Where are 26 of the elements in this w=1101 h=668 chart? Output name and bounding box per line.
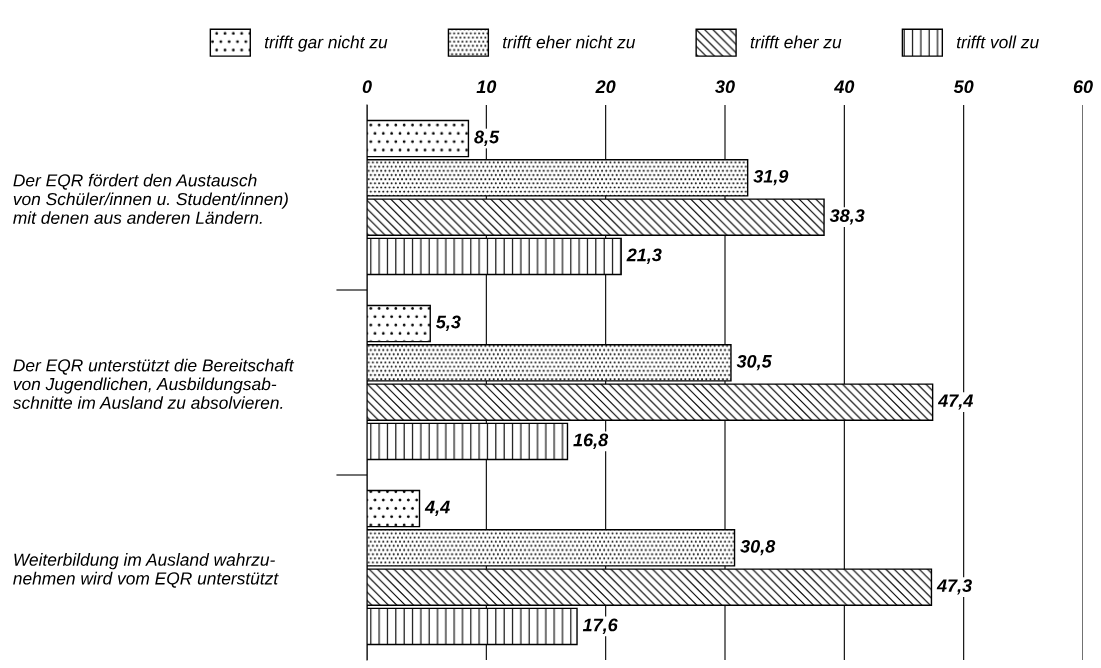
y-tick-label: Der EQR fördert den Austausch von Schüler/innen u. Student/innen) mit denen aus anderen Ländern. xyxy=(13,173,288,224)
legend-label: trifft eher zu xyxy=(750,35,842,49)
data-label: 30,5 xyxy=(736,354,772,371)
data-label: 47,4 xyxy=(937,394,974,410)
legend-label: trifft eher nicht zu xyxy=(503,35,636,49)
data-label: 38,3 xyxy=(829,209,865,225)
x-tick-label: 30 xyxy=(715,80,735,94)
data-label: 21,3 xyxy=(626,248,662,264)
x-tick-label: 40 xyxy=(833,80,855,94)
legend-label: trifft voll zu xyxy=(957,35,1039,49)
data-label: 16,8 xyxy=(573,433,609,449)
x-tick-label: 20 xyxy=(595,80,616,94)
data-label: 4,4 xyxy=(424,500,450,516)
data-label: 17,6 xyxy=(582,618,618,634)
data-label: 8,5 xyxy=(474,130,500,146)
data-label: 47,3 xyxy=(936,579,972,595)
x-tick-label: 50 xyxy=(953,80,974,94)
data-label: 30,8 xyxy=(740,539,776,556)
data-label: 31,9 xyxy=(753,169,789,186)
x-tick-label: 10 xyxy=(476,80,497,94)
data-label: 5,3 xyxy=(435,315,461,331)
x-tick-label: 60 xyxy=(1073,80,1093,94)
y-tick-label: Der EQR unterstützt die Bereitschaft von Jugendlichen, Ausbildungsab- schnitte im Ausland zu absolvieren. xyxy=(12,358,295,409)
x-tick-label: 0 xyxy=(362,80,372,94)
legend-label: trifft gar nicht zu xyxy=(264,35,388,52)
y-tick-label: Weiterbildung im Ausland wahrzu- nehmen wird vom EQR unterstützt xyxy=(13,553,279,588)
